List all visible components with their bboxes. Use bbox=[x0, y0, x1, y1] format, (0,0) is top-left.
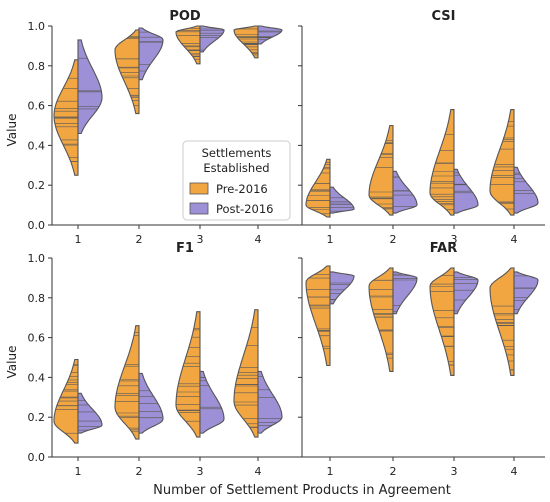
x-tick-label: 1 bbox=[327, 465, 334, 478]
ylabel-top: Value bbox=[5, 114, 19, 147]
x-tick-label: 4 bbox=[255, 465, 262, 478]
violin-post-2016 bbox=[513, 271, 539, 315]
y-tick-label: 0.4 bbox=[28, 139, 46, 152]
violin-post-2016 bbox=[453, 271, 479, 315]
x-tick-label: 3 bbox=[197, 465, 204, 478]
violin-pre-2016 bbox=[489, 109, 515, 216]
y-tick-label: 0.0 bbox=[28, 451, 46, 464]
x-tick-label: 4 bbox=[511, 465, 518, 478]
violin-post-2016 bbox=[138, 372, 164, 434]
violin-post-2016 bbox=[392, 271, 418, 315]
violin-pre-2016 bbox=[429, 109, 455, 216]
panel-title: CSI bbox=[432, 9, 456, 24]
violin-post-2016 bbox=[138, 27, 164, 81]
y-tick-label: 0.4 bbox=[28, 371, 46, 384]
violin-pre-2016 bbox=[305, 265, 331, 367]
y-tick-label: 0.2 bbox=[28, 179, 46, 192]
violin-post-2016 bbox=[329, 186, 355, 214]
x-tick-label: 2 bbox=[390, 233, 397, 246]
x-tick-label: 1 bbox=[327, 233, 334, 246]
ylabel-bottom: Value bbox=[5, 346, 19, 379]
panel-pod: 0.0 0.2 0.4 0.6 0.8 1.0 1 2 3 4 POD bbox=[28, 9, 298, 246]
x-tick-label: 4 bbox=[255, 233, 262, 246]
violin-post-2016 bbox=[257, 25, 283, 45]
y-tick-label: 1.0 bbox=[28, 20, 46, 33]
panel-title: POD bbox=[169, 9, 201, 24]
legend-title: Established bbox=[203, 161, 269, 175]
violin-post-2016 bbox=[77, 392, 103, 434]
violin-pre-2016 bbox=[368, 267, 394, 372]
violin-pre-2016 bbox=[233, 309, 259, 438]
x-tick-label: 1 bbox=[75, 465, 82, 478]
violin-post-2016 bbox=[392, 170, 418, 214]
violin-post-2016 bbox=[329, 271, 355, 305]
legend-swatch bbox=[189, 182, 209, 195]
x-tick-label: 4 bbox=[511, 233, 518, 246]
panel-far: 1 2 3 4 FAR bbox=[298, 241, 545, 478]
y-tick-label: 0.0 bbox=[28, 219, 46, 232]
violin-post-2016 bbox=[257, 370, 283, 434]
x-tick-label: 2 bbox=[136, 233, 143, 246]
panel-f1: 0.0 0.2 0.4 0.6 0.8 1.0 1 2 3 4 F1 bbox=[28, 241, 298, 478]
violin-pre-2016 bbox=[175, 311, 201, 438]
violin-post-2016 bbox=[199, 370, 225, 434]
violin-pre-2016 bbox=[429, 267, 455, 376]
y-tick-label: 0.6 bbox=[28, 332, 46, 345]
violin-pre-2016 bbox=[114, 29, 140, 115]
violin-pre-2016 bbox=[305, 158, 331, 218]
x-tick-label: 2 bbox=[136, 465, 143, 478]
y-tick-label: 0.8 bbox=[28, 60, 46, 73]
y-tick-label: 0.6 bbox=[28, 100, 46, 113]
violin-post-2016 bbox=[199, 25, 225, 53]
violin-post-2016 bbox=[77, 39, 103, 135]
legend-title: Settlements bbox=[202, 146, 272, 160]
x-tick-label: 3 bbox=[197, 233, 204, 246]
x-tick-label: 2 bbox=[390, 465, 397, 478]
legend-label: Pre-2016 bbox=[216, 182, 268, 196]
panel-title: F1 bbox=[176, 241, 194, 256]
y-tick-label: 0.8 bbox=[28, 292, 46, 305]
panel-title: FAR bbox=[430, 241, 457, 256]
x-tick-label: 1 bbox=[75, 233, 82, 246]
x-tick-label: 3 bbox=[451, 465, 458, 478]
legend-swatch bbox=[189, 202, 209, 215]
violin-pre-2016 bbox=[114, 325, 140, 440]
y-tick-label: 0.2 bbox=[28, 411, 46, 424]
x-tick-label: 3 bbox=[451, 233, 458, 246]
panel-csi: 1 2 3 4 CSI bbox=[298, 9, 545, 246]
legend-box bbox=[182, 140, 291, 221]
y-tick-label: 1.0 bbox=[28, 252, 46, 265]
legend-label: Post-2016 bbox=[216, 202, 273, 216]
x-axis-title: Number of Settlement Products in Agreeme… bbox=[153, 483, 451, 498]
violin-pre-2016 bbox=[368, 124, 394, 216]
violin-pre-2016 bbox=[489, 267, 515, 376]
